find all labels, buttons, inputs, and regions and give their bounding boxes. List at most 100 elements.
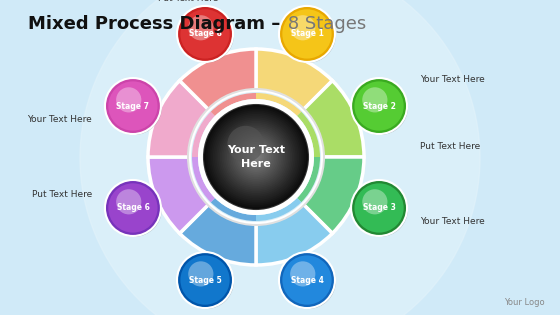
Circle shape — [180, 255, 230, 305]
Text: Stage 6: Stage 6 — [116, 203, 150, 213]
Circle shape — [351, 180, 407, 236]
Circle shape — [80, 0, 480, 315]
Wedge shape — [256, 49, 333, 120]
Circle shape — [280, 253, 336, 309]
Circle shape — [105, 180, 161, 236]
Circle shape — [241, 142, 271, 172]
Circle shape — [204, 105, 308, 209]
Circle shape — [178, 253, 234, 309]
Circle shape — [237, 138, 274, 175]
Circle shape — [239, 140, 273, 174]
Circle shape — [352, 181, 408, 237]
Circle shape — [352, 79, 408, 135]
Text: Stage 3: Stage 3 — [363, 203, 395, 213]
Circle shape — [204, 105, 308, 209]
Text: Mixed Process Diagram –: Mixed Process Diagram – — [27, 15, 280, 33]
Circle shape — [250, 151, 262, 163]
Circle shape — [230, 131, 282, 183]
Circle shape — [189, 90, 323, 224]
Circle shape — [280, 7, 336, 63]
Wedge shape — [192, 112, 215, 157]
Circle shape — [105, 78, 161, 134]
Wedge shape — [211, 93, 256, 116]
Text: Stage 8: Stage 8 — [189, 29, 222, 38]
Wedge shape — [211, 198, 256, 221]
Wedge shape — [192, 157, 215, 202]
Text: Your Text Here: Your Text Here — [420, 75, 485, 84]
Text: Put Text Here: Put Text Here — [32, 190, 92, 199]
Circle shape — [208, 108, 305, 205]
Circle shape — [220, 121, 292, 193]
Circle shape — [354, 81, 404, 131]
Circle shape — [106, 181, 162, 237]
Circle shape — [222, 123, 291, 192]
Circle shape — [116, 189, 141, 215]
Circle shape — [282, 9, 332, 59]
Circle shape — [246, 147, 266, 167]
Circle shape — [248, 149, 264, 165]
Circle shape — [255, 156, 257, 158]
Circle shape — [223, 124, 288, 190]
Text: Stage 1: Stage 1 — [291, 29, 324, 38]
Circle shape — [290, 261, 315, 287]
Wedge shape — [148, 81, 219, 157]
Circle shape — [234, 135, 278, 179]
Circle shape — [187, 88, 325, 226]
Circle shape — [188, 261, 213, 287]
Text: Stage 7: Stage 7 — [116, 101, 150, 111]
Circle shape — [214, 116, 297, 198]
Circle shape — [180, 9, 230, 59]
Wedge shape — [297, 157, 320, 202]
Circle shape — [108, 81, 157, 131]
Circle shape — [191, 92, 321, 222]
Wedge shape — [180, 49, 256, 120]
Circle shape — [236, 137, 277, 177]
Circle shape — [227, 128, 285, 186]
Text: Your Text
Here: Your Text Here — [227, 146, 285, 169]
Text: Put Text Here: Put Text Here — [420, 142, 480, 151]
Circle shape — [213, 114, 299, 200]
Circle shape — [209, 110, 303, 204]
Text: Your Logo: Your Logo — [505, 298, 545, 307]
Text: Put Text Here: Put Text Here — [158, 0, 218, 3]
Text: 8 Stages: 8 Stages — [282, 15, 366, 33]
Text: Your Text Here: Your Text Here — [27, 115, 92, 124]
Wedge shape — [297, 112, 320, 157]
Circle shape — [216, 117, 296, 197]
Circle shape — [362, 189, 388, 215]
Circle shape — [225, 126, 287, 188]
Wedge shape — [293, 81, 364, 157]
Circle shape — [279, 6, 335, 62]
Circle shape — [178, 7, 234, 63]
Circle shape — [206, 107, 306, 207]
Text: Your Text Here: Your Text Here — [420, 217, 485, 226]
Wedge shape — [256, 198, 301, 221]
Circle shape — [108, 183, 157, 232]
Circle shape — [177, 252, 233, 308]
Text: Stage 4: Stage 4 — [291, 276, 324, 284]
Circle shape — [351, 78, 407, 134]
Circle shape — [211, 112, 301, 202]
Circle shape — [354, 183, 404, 232]
Circle shape — [116, 87, 141, 112]
Circle shape — [282, 255, 332, 305]
Circle shape — [362, 87, 388, 112]
Circle shape — [106, 79, 162, 135]
Circle shape — [227, 126, 264, 162]
Wedge shape — [148, 157, 219, 233]
Text: Stage 5: Stage 5 — [189, 276, 221, 284]
Text: Stage 2: Stage 2 — [363, 101, 395, 111]
Circle shape — [251, 152, 260, 162]
Wedge shape — [256, 93, 301, 116]
Wedge shape — [180, 194, 256, 265]
Circle shape — [228, 129, 283, 184]
Circle shape — [218, 119, 294, 195]
Circle shape — [253, 154, 259, 160]
Circle shape — [242, 144, 269, 170]
Circle shape — [188, 15, 213, 40]
Wedge shape — [256, 194, 333, 265]
Circle shape — [232, 133, 280, 181]
Circle shape — [198, 99, 314, 215]
Circle shape — [177, 6, 233, 62]
Circle shape — [290, 15, 315, 40]
